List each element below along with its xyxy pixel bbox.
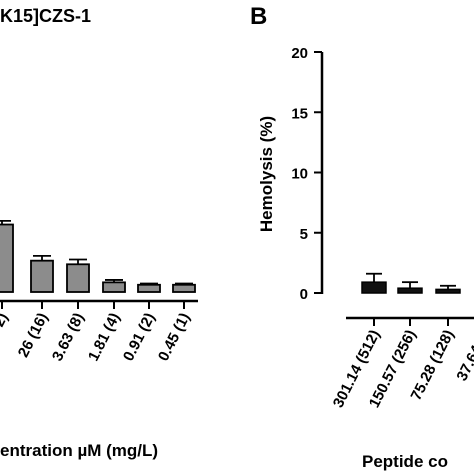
panel-b-y-tick-label: 5 [300, 226, 308, 243]
panel-a-x-tick-label: 1.81 (4) [85, 310, 124, 364]
panel-a-x-tick-label: 0.45 (1) [155, 310, 194, 364]
panel-a-bar [66, 263, 90, 293]
panel-b-bar [435, 288, 461, 294]
panel-b-y-ticks: 0 5 10 15 20 [291, 45, 322, 303]
panel-b-y-tick-label: 0 [300, 286, 308, 303]
panel-a-x-ticks: 2) 26 (16)3.63 (8)1.81 (4)0.91 (2)0.45 (1… [0, 301, 194, 364]
panel-b-y-tick-label: 10 [291, 166, 308, 183]
panel-a-title: K15]CZS-1 [0, 6, 91, 26]
panel-a-bars [0, 220, 196, 293]
panel-a-x-tick-label: 26 (16) [15, 310, 52, 360]
panel-a-x-tick-label: 3.63 (8) [49, 310, 88, 364]
panel-b: B 0 5 10 15 20 Hemolysis (%) 301.14 (512)150… [250, 3, 474, 471]
panel-a-x-tick-label: 0.91 (2) [120, 310, 159, 364]
panel-a-bar [172, 283, 196, 293]
panel-a-bar [30, 259, 54, 293]
panel-a-bar [102, 281, 126, 293]
panel-b-y-tick-label: 15 [291, 105, 308, 122]
panel-a: K15]CZS-1 2) 26 (16)3.63 (8)1.81 (4)0.91 … [0, 6, 198, 460]
panel-b-y-tick-label: 20 [291, 45, 308, 62]
panel-a-bar [0, 223, 14, 293]
panel-a-x-axis-title: entration µM (mg/L) [0, 441, 158, 460]
panel-a-bar [137, 283, 161, 293]
panel-b-bar [397, 287, 423, 294]
panel-b-x-ticks: 301.14 (512)150.57 (256)75.28 (128)37.64… [330, 318, 474, 411]
panel-b-bars [361, 272, 461, 294]
panel-b-label: B [250, 3, 267, 30]
panel-a-x-tick-label: 2) [0, 310, 12, 330]
panel-b-bar [361, 281, 387, 294]
panel-b-x-axis-title: Peptide co [362, 452, 448, 471]
panel-b-y-axis-title: Hemolysis (%) [257, 116, 276, 232]
